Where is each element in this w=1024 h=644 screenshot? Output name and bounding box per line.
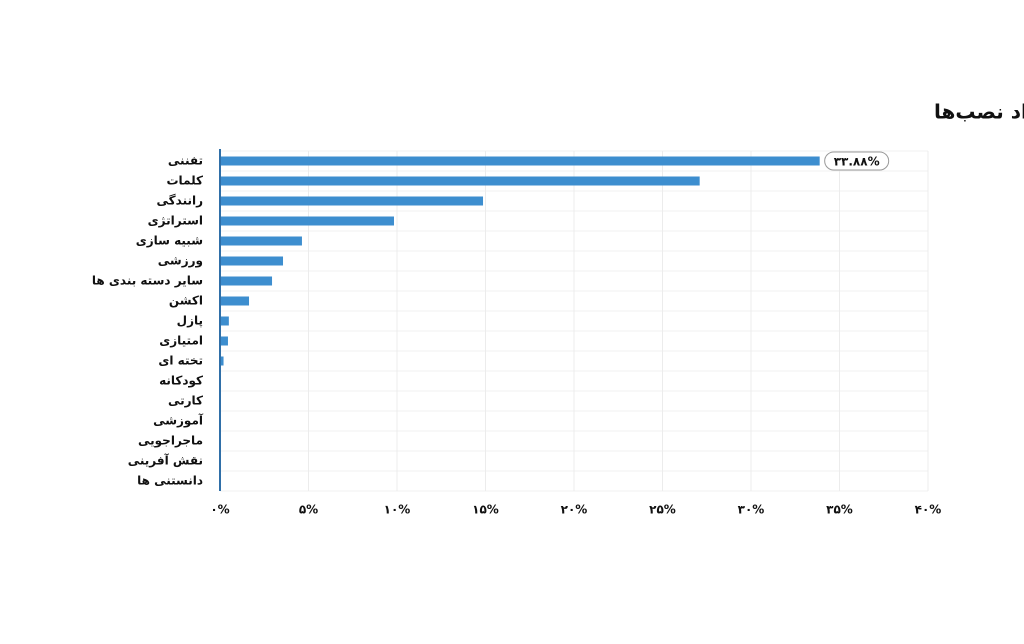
y-tick-label: کودکانه [159, 374, 203, 389]
y-tick-label: تخته ای [158, 354, 203, 368]
y-tick-label: ورزشی [158, 254, 203, 269]
x-tick-label: ۳۰% [738, 503, 765, 517]
y-tick-label: رانندگی [157, 194, 204, 208]
bar [220, 216, 394, 226]
x-tick-label: ۲۵% [649, 503, 676, 517]
x-tick-label: ۱۵% [472, 503, 499, 517]
x-tick-label: ۵% [299, 503, 318, 517]
bar [220, 236, 302, 246]
value-label: ۳۳.۸۸% [834, 155, 880, 169]
bar [220, 156, 820, 166]
bar [220, 356, 224, 366]
y-tick-label: استراتژی [148, 214, 203, 228]
x-tick-label: ۳۵% [826, 503, 853, 517]
x-tick-label: ۰% [210, 503, 229, 517]
y-tick-label: کارتی [168, 394, 203, 408]
bar [220, 176, 700, 186]
bar [220, 336, 228, 346]
x-tick-label: ۴۰% [915, 503, 942, 517]
y-tick-label: پازل [177, 314, 203, 328]
y-tick-label: ماجراجویی [138, 434, 203, 449]
y-tick-label: آموزشی [153, 413, 204, 429]
y-tick-label: کلمات [167, 174, 204, 188]
x-tick-label: ۲۰% [561, 503, 588, 517]
y-tick-label: نقش آفرینی [128, 453, 203, 468]
y-tick-label: تفننی [168, 154, 203, 168]
bar [220, 196, 484, 206]
value-label-box [824, 151, 890, 171]
y-tick-label: سایر دسته بندی ها [92, 274, 203, 288]
chart-title: سهم هر دسته از مجموع تعداد نصب‌ها [934, 100, 1024, 124]
bar [220, 296, 250, 306]
bar [220, 316, 229, 326]
bar [220, 256, 284, 266]
x-tick-label: ۱۰% [384, 503, 411, 517]
y-tick-label: اکشن [169, 294, 203, 308]
y-tick-label: دانستنی ها [137, 474, 203, 488]
bar [220, 276, 273, 286]
y-tick-label: امتیازی [159, 334, 203, 348]
y-tick-label: شبیه سازی [136, 234, 203, 248]
